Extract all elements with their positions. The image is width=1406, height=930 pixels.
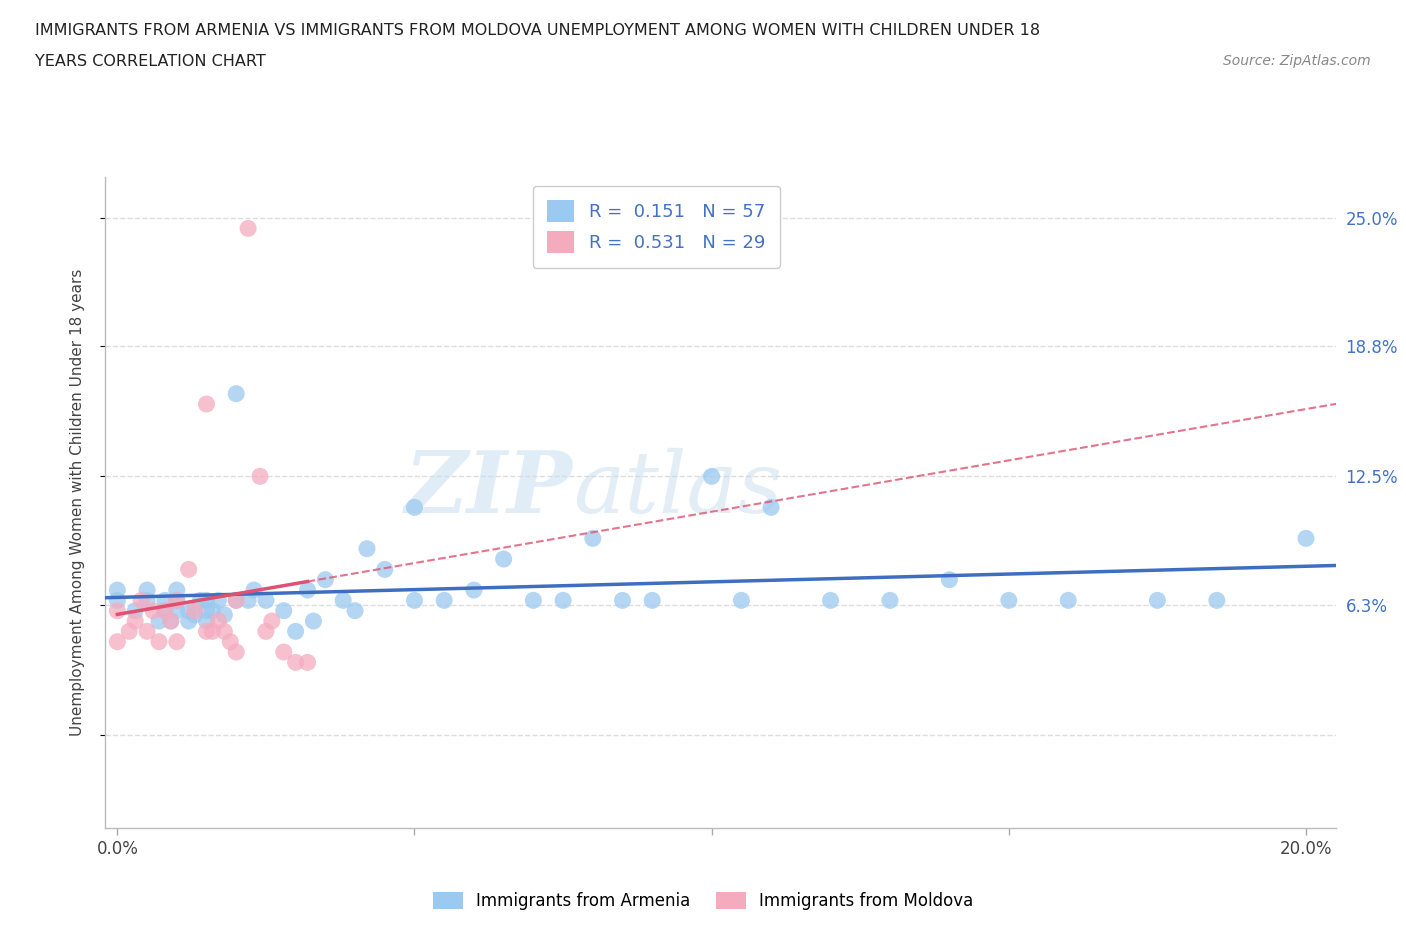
Point — [1146, 593, 1168, 608]
Point — [153, 604, 176, 618]
Point — [302, 614, 325, 629]
Point — [142, 604, 165, 618]
Point — [136, 582, 159, 597]
Legend: Immigrants from Armenia, Immigrants from Moldova: Immigrants from Armenia, Immigrants from… — [426, 885, 980, 917]
Point — [105, 604, 128, 618]
Point — [404, 593, 426, 608]
Point — [124, 614, 146, 629]
Point — [225, 593, 247, 608]
Point — [254, 593, 277, 608]
Point — [177, 604, 200, 618]
Point — [183, 604, 205, 618]
Point — [195, 593, 218, 608]
Point — [225, 386, 247, 401]
Text: IMMIGRANTS FROM ARMENIA VS IMMIGRANTS FROM MOLDOVA UNEMPLOYMENT AMONG WOMEN WITH: IMMIGRANTS FROM ARMENIA VS IMMIGRANTS FR… — [35, 23, 1040, 38]
Point — [463, 582, 485, 597]
Point — [404, 500, 426, 515]
Text: atlas: atlas — [574, 448, 782, 530]
Point — [236, 593, 259, 608]
Point — [332, 593, 354, 608]
Point — [177, 614, 200, 629]
Point — [260, 614, 283, 629]
Point — [612, 593, 634, 608]
Point — [225, 593, 247, 608]
Point — [273, 604, 295, 618]
Point — [522, 593, 544, 608]
Point — [201, 604, 224, 618]
Point — [166, 582, 188, 597]
Point — [148, 634, 170, 649]
Point — [159, 614, 181, 629]
Point — [195, 396, 218, 411]
Point — [820, 593, 842, 608]
Point — [284, 655, 307, 670]
Point — [374, 562, 396, 577]
Point — [1295, 531, 1317, 546]
Point — [356, 541, 378, 556]
Text: ZIP: ZIP — [405, 447, 574, 531]
Point — [159, 614, 181, 629]
Point — [136, 624, 159, 639]
Point — [207, 593, 229, 608]
Point — [938, 572, 960, 587]
Point — [249, 469, 271, 484]
Point — [582, 531, 605, 546]
Point — [254, 624, 277, 639]
Point — [177, 562, 200, 577]
Legend: R =  0.151   N = 57, R =  0.531   N = 29: R = 0.151 N = 57, R = 0.531 N = 29 — [533, 186, 779, 268]
Point — [166, 634, 188, 649]
Point — [551, 593, 574, 608]
Point — [118, 624, 141, 639]
Point — [998, 593, 1021, 608]
Point — [700, 469, 723, 484]
Point — [214, 624, 236, 639]
Point — [1205, 593, 1227, 608]
Point — [236, 221, 259, 236]
Point — [492, 551, 515, 566]
Point — [105, 582, 128, 597]
Point — [284, 624, 307, 639]
Point — [225, 644, 247, 659]
Point — [166, 593, 188, 608]
Point — [183, 607, 205, 622]
Point — [297, 582, 319, 597]
Point — [129, 593, 152, 608]
Point — [214, 607, 236, 622]
Point — [153, 604, 176, 618]
Point — [879, 593, 901, 608]
Point — [219, 634, 242, 649]
Point — [243, 582, 266, 597]
Point — [105, 593, 128, 608]
Point — [1057, 593, 1080, 608]
Point — [314, 572, 336, 587]
Text: YEARS CORRELATION CHART: YEARS CORRELATION CHART — [35, 54, 266, 69]
Point — [641, 593, 664, 608]
Point — [201, 624, 224, 639]
Point — [148, 614, 170, 629]
Point — [195, 624, 218, 639]
Point — [759, 500, 782, 515]
Point — [105, 634, 128, 649]
Point — [344, 604, 367, 618]
Point — [433, 593, 456, 608]
Point — [190, 593, 212, 608]
Point — [273, 644, 295, 659]
Point — [195, 604, 218, 618]
Point — [195, 614, 218, 629]
Y-axis label: Unemployment Among Women with Children Under 18 years: Unemployment Among Women with Children U… — [70, 269, 84, 736]
Point — [297, 655, 319, 670]
Point — [166, 604, 188, 618]
Point — [136, 593, 159, 608]
Point — [207, 614, 229, 629]
Point — [153, 593, 176, 608]
Text: Source: ZipAtlas.com: Source: ZipAtlas.com — [1223, 54, 1371, 68]
Point — [730, 593, 752, 608]
Point — [166, 593, 188, 608]
Point — [124, 604, 146, 618]
